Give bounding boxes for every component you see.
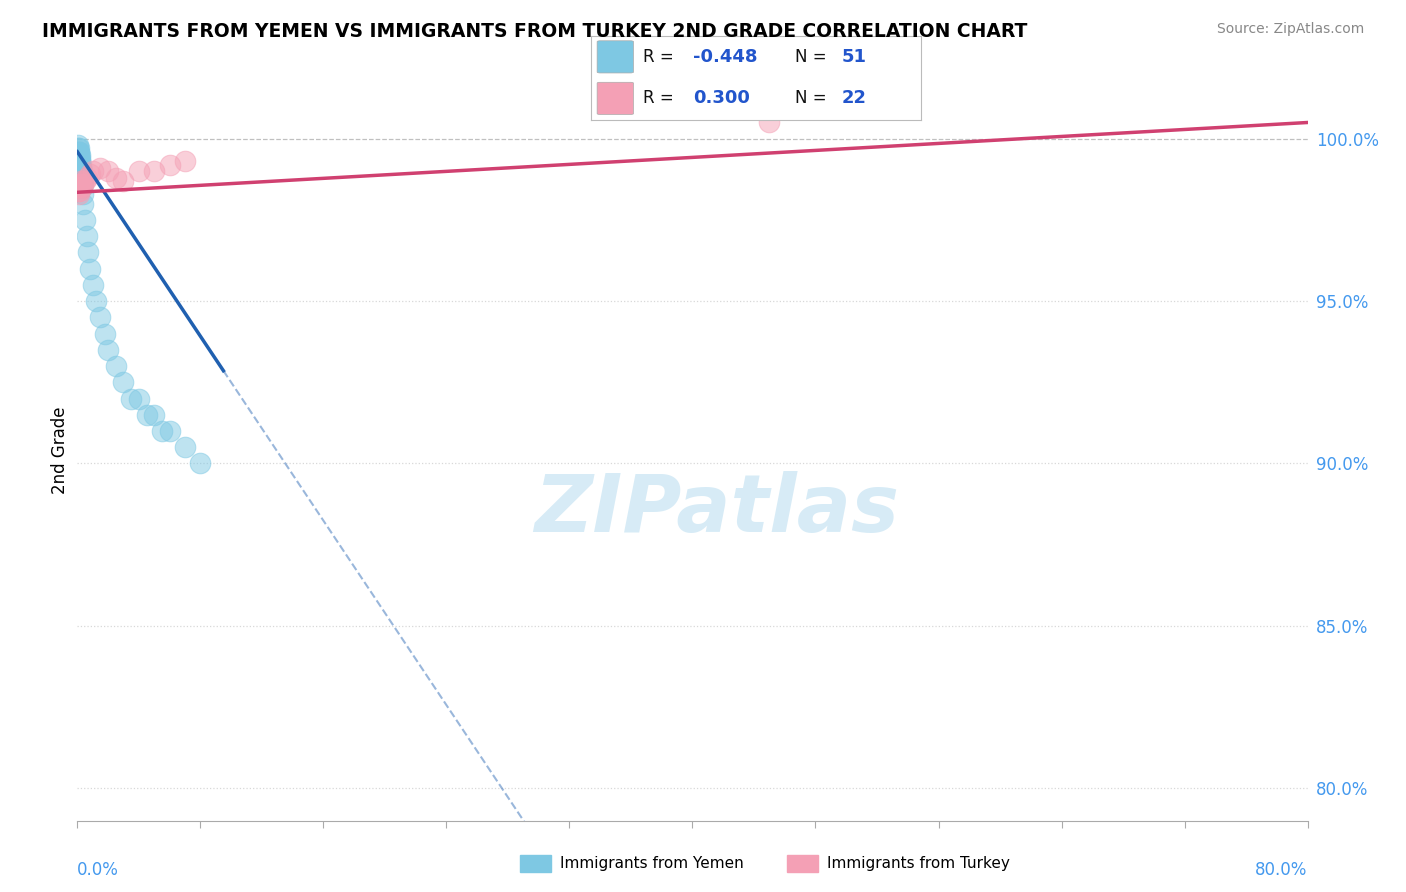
Point xyxy=(69,168,91,182)
Point xyxy=(67,148,90,162)
Point xyxy=(67,148,90,162)
Text: 22: 22 xyxy=(842,88,866,106)
Point xyxy=(82,164,104,178)
Point xyxy=(67,154,90,169)
Text: R =: R = xyxy=(644,88,679,106)
Point xyxy=(72,186,94,201)
Point xyxy=(72,177,94,191)
Point xyxy=(188,457,212,471)
Point xyxy=(73,174,96,188)
Point xyxy=(69,161,91,175)
FancyBboxPatch shape xyxy=(598,82,634,114)
Point xyxy=(70,174,93,188)
Point xyxy=(104,170,127,185)
Point xyxy=(128,164,150,178)
Point xyxy=(67,151,90,165)
Y-axis label: 2nd Grade: 2nd Grade xyxy=(51,407,69,494)
Point xyxy=(79,168,101,182)
Point xyxy=(73,213,96,227)
Point xyxy=(67,145,90,159)
Point xyxy=(82,277,104,292)
Point xyxy=(67,180,90,194)
Point xyxy=(67,145,90,159)
Point xyxy=(67,158,90,172)
Text: Source: ZipAtlas.com: Source: ZipAtlas.com xyxy=(1216,22,1364,37)
Point xyxy=(135,408,157,422)
Point xyxy=(97,164,120,178)
Point xyxy=(69,161,91,175)
Point xyxy=(174,440,197,454)
Point xyxy=(72,177,94,191)
Point xyxy=(69,177,91,191)
Point xyxy=(67,141,90,155)
FancyBboxPatch shape xyxy=(598,41,634,73)
Point xyxy=(67,151,90,165)
Point xyxy=(67,186,90,201)
Point xyxy=(94,326,117,341)
Point xyxy=(70,164,93,178)
Point xyxy=(70,174,93,188)
Text: 80.0%: 80.0% xyxy=(1256,862,1308,880)
Point xyxy=(69,154,91,169)
Text: N =: N = xyxy=(796,88,832,106)
Point xyxy=(70,180,93,194)
Point xyxy=(76,229,98,244)
Point xyxy=(67,141,90,155)
Point xyxy=(143,164,166,178)
Point xyxy=(70,170,93,185)
Point xyxy=(67,145,90,159)
Point xyxy=(758,115,780,129)
Point xyxy=(69,164,91,178)
Point xyxy=(70,168,93,182)
Point xyxy=(143,408,166,422)
Point xyxy=(174,154,197,169)
Point xyxy=(69,180,91,194)
Point xyxy=(97,343,120,357)
Text: IMMIGRANTS FROM YEMEN VS IMMIGRANTS FROM TURKEY 2ND GRADE CORRELATION CHART: IMMIGRANTS FROM YEMEN VS IMMIGRANTS FROM… xyxy=(42,22,1028,41)
Point xyxy=(79,261,101,276)
Point xyxy=(159,424,181,438)
Point xyxy=(89,310,111,325)
Text: R =: R = xyxy=(644,48,679,66)
Point xyxy=(69,158,91,172)
Point xyxy=(72,196,94,211)
Point xyxy=(112,376,135,390)
Point xyxy=(67,184,90,198)
Point xyxy=(77,245,100,260)
Point xyxy=(150,424,173,438)
Point xyxy=(76,170,98,185)
Text: 51: 51 xyxy=(842,48,866,66)
Point xyxy=(112,174,135,188)
Text: N =: N = xyxy=(796,48,832,66)
Point xyxy=(128,392,150,406)
Point xyxy=(70,180,93,194)
Point xyxy=(70,164,93,178)
Point xyxy=(159,158,181,172)
Text: -0.448: -0.448 xyxy=(693,48,758,66)
Text: 0.0%: 0.0% xyxy=(77,862,120,880)
Text: Immigrants from Turkey: Immigrants from Turkey xyxy=(827,856,1010,871)
Point xyxy=(84,294,107,309)
Point xyxy=(67,138,90,153)
Point xyxy=(120,392,142,406)
Point xyxy=(104,359,127,373)
Text: ZIPatlas: ZIPatlas xyxy=(534,471,900,549)
Text: 0.300: 0.300 xyxy=(693,88,749,106)
Point xyxy=(89,161,111,175)
Point xyxy=(69,148,91,162)
Text: Immigrants from Yemen: Immigrants from Yemen xyxy=(560,856,744,871)
Point xyxy=(69,158,91,172)
Point xyxy=(69,154,91,169)
Point xyxy=(67,184,90,198)
Point xyxy=(69,151,91,165)
Point xyxy=(70,161,93,175)
